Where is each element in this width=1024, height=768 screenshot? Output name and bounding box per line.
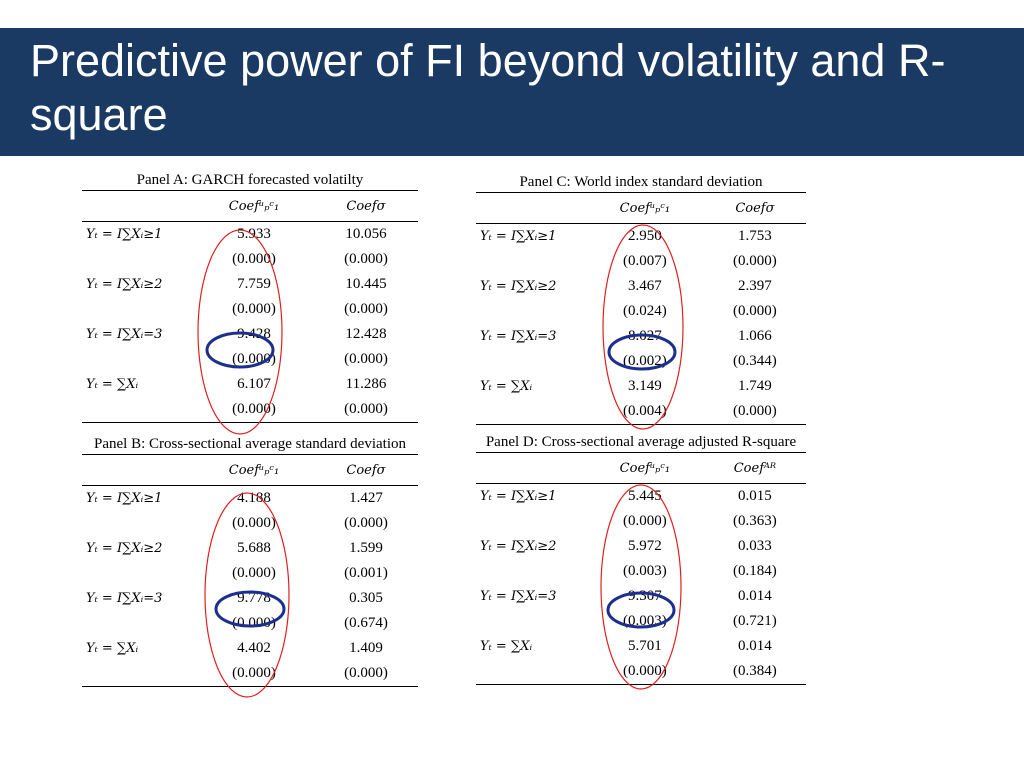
- column-header: Coefσ: [313, 454, 418, 486]
- title-bar: [0, 28, 1024, 156]
- table-cell: 4.188: [237, 490, 271, 506]
- table-cell: (0.000): [344, 351, 388, 367]
- table-cell: 10.445: [345, 276, 387, 292]
- row-label: Yₜ = I∑Xᵢ≥1: [86, 227, 163, 242]
- slide-title: Predictive power of FI beyond volatility…: [30, 35, 946, 140]
- table-cell: (0.007): [623, 253, 667, 269]
- row-label: Yₜ = I∑Xᵢ≥2: [86, 277, 163, 292]
- table-cell: (0.024): [623, 303, 667, 319]
- row-label: Yₜ = ∑Xᵢ: [86, 377, 139, 392]
- row-label: Yₜ = I∑Xᵢ≥1: [480, 229, 557, 244]
- column-header: Coefᵘₚᶜ₁: [586, 192, 704, 224]
- panel-title: Panel C: World index standard deviation: [476, 172, 806, 193]
- table-cell: 5.445: [628, 488, 662, 504]
- table-cell: (0.003): [623, 563, 667, 579]
- table-cell: (0.003): [623, 613, 667, 629]
- table-cell: 5.972: [628, 538, 662, 554]
- table-cell: 8.027: [628, 328, 662, 344]
- table-cell: (0.004): [586, 399, 704, 425]
- panel-title: Panel A: GARCH forecasted volatilty: [82, 170, 418, 191]
- column-header: Coefᵘₚᶜ₁: [586, 452, 704, 484]
- row-label: Yₜ = ∑Xᵢ: [480, 379, 533, 394]
- table-cell: (0.000): [232, 251, 276, 267]
- table-cell: 0.014: [738, 588, 772, 604]
- panel-title: Panel B: Cross-sectional average standar…: [82, 434, 418, 455]
- table-cell: 0.033: [738, 538, 772, 554]
- column-header: Coefᴬᴿ: [703, 452, 806, 484]
- table-cell: (0.000): [733, 303, 777, 319]
- table-cell: (0.344): [733, 353, 777, 369]
- table-cell: 11.286: [345, 376, 387, 392]
- table-cell: 0.015: [738, 488, 772, 504]
- table-cell: (0.721): [733, 613, 777, 629]
- table-cell: (0.000): [313, 397, 418, 423]
- table-cell: (0.000): [586, 659, 704, 685]
- table-cell: 10.056: [345, 226, 387, 242]
- table-cell: 12.428: [345, 326, 387, 342]
- table-cell: (0.000): [194, 661, 314, 687]
- table-cell: 9.307: [628, 588, 662, 604]
- table-cell: (0.000): [232, 615, 276, 631]
- column-header: Coefᵘₚᶜ₁: [194, 190, 314, 222]
- table-cell: (0.000): [703, 399, 806, 425]
- table-cell: 1.599: [349, 540, 383, 556]
- table-cell: (0.000): [623, 513, 667, 529]
- column-header: Coefσ: [313, 190, 418, 222]
- table-cell: 3.467: [628, 278, 662, 294]
- table-cell: (0.000): [232, 351, 276, 367]
- row-label: Yₜ = I∑Xᵢ≥2: [86, 541, 163, 556]
- table-cell: 5.701: [628, 638, 662, 654]
- table-cell: (0.000): [344, 515, 388, 531]
- row-label: Yₜ = I∑Xᵢ=3: [86, 591, 163, 606]
- table-cell: (0.363): [733, 513, 777, 529]
- table-cell: 4.402: [237, 640, 271, 656]
- table-cell: 1.409: [349, 640, 383, 656]
- table-cell: 9.428: [237, 326, 271, 342]
- table-cell: 5.688: [237, 540, 271, 556]
- table-cell: (0.000): [194, 397, 314, 423]
- table-cell: (0.184): [733, 563, 777, 579]
- row-label: Yₜ = I∑Xᵢ≥1: [86, 491, 163, 506]
- table-cell: 3.149: [628, 378, 662, 394]
- table-cell: 9.778: [237, 590, 271, 606]
- table-cell: 1.753: [738, 228, 772, 244]
- column-header: Coefσ: [703, 192, 806, 224]
- panel-title: Panel D: Cross-sectional average adjuste…: [476, 432, 806, 453]
- table-cell: (0.000): [232, 301, 276, 317]
- row-label: Yₜ = I∑Xᵢ=3: [480, 329, 557, 344]
- table-cell: 7.759: [237, 276, 271, 292]
- table-cell: (0.000): [733, 253, 777, 269]
- panel-d-table: Panel D: Cross-sectional average adjuste…: [476, 432, 806, 685]
- table-cell: 0.305: [349, 590, 383, 606]
- table-cell: 1.749: [738, 378, 772, 394]
- table-cell: 1.066: [738, 328, 772, 344]
- table-cell: (0.674): [344, 615, 388, 631]
- panel-c-table: Panel C: World index standard deviation …: [476, 172, 806, 425]
- row-label: Yₜ = I∑Xᵢ=3: [480, 589, 557, 604]
- column-header: Coefᵘₚᶜ₁: [194, 454, 314, 486]
- table-cell: (0.002): [623, 353, 667, 369]
- table-cell: (0.000): [344, 301, 388, 317]
- table-cell: (0.000): [313, 661, 418, 687]
- row-label: Yₜ = I∑Xᵢ≥1: [480, 489, 557, 504]
- row-label: Yₜ = ∑Xᵢ: [480, 639, 533, 654]
- table-cell: (0.384): [703, 659, 806, 685]
- row-label: Yₜ = I∑Xᵢ=3: [86, 327, 163, 342]
- table-cell: (0.000): [232, 515, 276, 531]
- row-label: Yₜ = ∑Xᵢ: [86, 641, 139, 656]
- panel-a-table: Panel A: GARCH forecasted volatilty Coef…: [82, 170, 418, 423]
- row-label: Yₜ = I∑Xᵢ≥2: [480, 539, 557, 554]
- table-cell: (0.001): [344, 565, 388, 581]
- panel-b-table: Panel B: Cross-sectional average standar…: [82, 434, 418, 687]
- table-cell: 2.950: [628, 228, 662, 244]
- table-cell: 2.397: [738, 278, 772, 294]
- row-label: Yₜ = I∑Xᵢ≥2: [480, 279, 557, 294]
- table-cell: 5.933: [237, 226, 271, 242]
- table-cell: 6.107: [237, 376, 271, 392]
- table-cell: (0.000): [344, 251, 388, 267]
- table-cell: 1.427: [349, 490, 383, 506]
- table-cell: (0.000): [232, 565, 276, 581]
- table-cell: 0.014: [738, 638, 772, 654]
